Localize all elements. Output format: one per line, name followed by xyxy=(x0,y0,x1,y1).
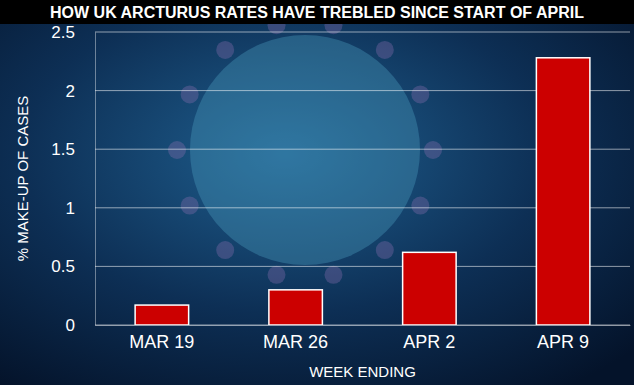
x-axis-line xyxy=(96,325,631,326)
virus-spike xyxy=(216,241,234,259)
y-tick: 2.5 xyxy=(51,23,95,42)
bar xyxy=(269,290,323,325)
y-tick: 0 xyxy=(66,316,95,335)
virus-decoration xyxy=(168,16,442,284)
y-axis-line xyxy=(95,33,96,326)
bar xyxy=(403,252,457,325)
virus-spike xyxy=(268,266,286,284)
background xyxy=(0,0,634,385)
virus-spike xyxy=(216,41,234,59)
virus-body xyxy=(190,35,420,265)
virus-spike xyxy=(324,266,342,284)
x-tick-label: APR 2 xyxy=(403,332,455,352)
title-band xyxy=(0,0,634,24)
bars xyxy=(135,58,590,325)
virus-spike xyxy=(168,141,186,159)
grid-line xyxy=(95,32,630,33)
y-tick: 1 xyxy=(66,199,95,218)
y-tick-label: 2 xyxy=(66,82,75,101)
y-tick-label: 0 xyxy=(66,316,75,335)
bar xyxy=(536,58,590,325)
virus-spike xyxy=(376,41,394,59)
virus-spike xyxy=(376,241,394,259)
virus-spike xyxy=(411,85,429,103)
virus-spike xyxy=(181,197,199,215)
y-tick-label: 1.5 xyxy=(51,140,75,159)
y-tick-label: 2.5 xyxy=(51,23,75,42)
x-tick: APR 9 xyxy=(537,325,589,352)
y-tick-label: 0.5 xyxy=(51,257,75,276)
x-tick: MAR 19 xyxy=(129,325,194,352)
y-tick: 2 xyxy=(66,82,95,101)
x-tick-label: MAR 26 xyxy=(263,332,328,352)
y-axis: 0 0.5 1 1.5 2 2.5 xyxy=(51,23,95,335)
x-axis-title: WEEK ENDING xyxy=(309,363,416,380)
grid xyxy=(95,32,630,325)
y-tick: 1.5 xyxy=(51,140,95,159)
virus-spike xyxy=(181,85,199,103)
bar xyxy=(135,305,189,325)
y-tick-label: 1 xyxy=(66,199,75,218)
x-tick: APR 2 xyxy=(403,325,455,352)
x-tick-label: MAR 19 xyxy=(129,332,194,352)
virus-spike xyxy=(424,141,442,159)
x-axis: MAR 19 MAR 26 APR 2 APR 9 xyxy=(96,325,631,352)
y-tick: 0.5 xyxy=(51,257,95,276)
y-axis-title: % MAKE-UP OF CASES xyxy=(14,96,31,262)
virus-spike xyxy=(411,197,429,215)
x-tick-label: APR 9 xyxy=(537,332,589,352)
chart: HOW UK ARCTURUS RATES HAVE TREBLED SINCE… xyxy=(0,0,634,385)
title: HOW UK ARCTURUS RATES HAVE TREBLED SINCE… xyxy=(50,4,584,21)
x-tick: MAR 26 xyxy=(263,325,328,352)
